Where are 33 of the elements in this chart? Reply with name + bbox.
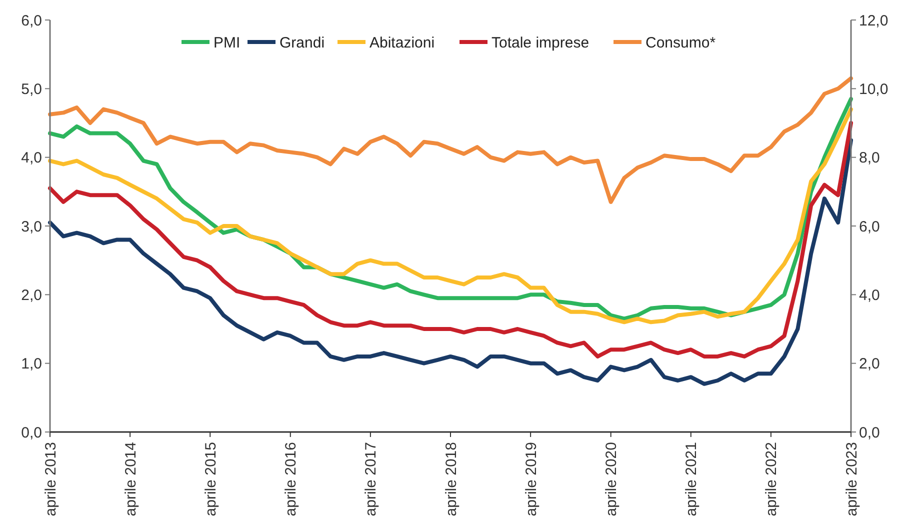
y2-tick-label: 6,0	[859, 218, 880, 236]
legend-label: Grandi	[280, 34, 325, 52]
x-tick-label: aprile 2013	[42, 442, 60, 516]
line-series	[48, 138, 853, 386]
x-tick-label: aprile 2018	[442, 442, 460, 516]
line-series	[48, 76, 853, 204]
legend-label: Totale imprese	[492, 34, 590, 52]
y2-tick-label: 2,0	[859, 356, 880, 373]
y2-tick-label: 10,0	[859, 80, 888, 98]
y-tick-label: 2,0	[21, 286, 42, 304]
x-tick-label: aprile 2017	[362, 442, 380, 516]
x-tick-label: aprile 2023	[843, 442, 860, 516]
x-tick-label: aprile 2016	[282, 442, 300, 516]
x-tick-label: aprile 2021	[683, 442, 700, 516]
x-tick-label: aprile 2019	[522, 442, 540, 516]
y-tick-label: 4,0	[21, 150, 42, 167]
legend-label: PMI	[214, 34, 240, 52]
y-tick-label: 0,0	[21, 424, 42, 442]
y2-tick-label: 0,0	[859, 424, 880, 442]
x-tick-label: aprile 2020	[603, 442, 620, 516]
y2-tick-label: 8,0	[859, 150, 880, 167]
legend-label: Abitazioni	[370, 34, 435, 52]
line-series	[48, 121, 853, 358]
legend-label: Consumo*	[646, 34, 716, 52]
x-tick-label: aprile 2014	[122, 442, 140, 516]
y-tick-label: 6,0	[21, 12, 42, 30]
y-tick-label: 1,0	[21, 356, 42, 373]
x-tick-label: aprile 2022	[763, 442, 780, 516]
y2-tick-label: 12,0	[859, 12, 888, 30]
y-tick-label: 3,0	[21, 218, 42, 236]
x-tick-label: aprile 2015	[202, 442, 220, 516]
y-tick-label: 5,0	[21, 80, 42, 98]
y2-tick-label: 4,0	[859, 286, 880, 304]
